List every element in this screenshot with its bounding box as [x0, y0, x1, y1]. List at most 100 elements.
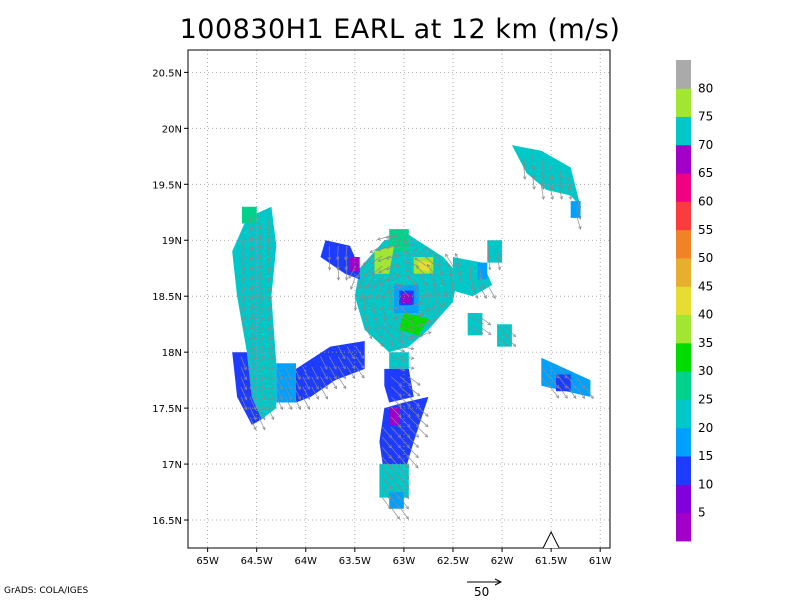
wind-vector-head — [547, 384, 551, 389]
wind-vector-head — [369, 249, 374, 253]
wind-vector-head — [269, 326, 273, 331]
wind-vector-head — [379, 281, 384, 286]
wind-vector — [541, 376, 551, 388]
wind-vector — [549, 175, 553, 190]
wind-vector-head — [487, 256, 491, 261]
wind-vector — [576, 205, 581, 220]
wind-vector-head — [497, 266, 502, 271]
wind-vector — [394, 234, 409, 237]
wind-vector — [386, 275, 401, 282]
wind-vector — [267, 376, 274, 390]
wind-vector — [329, 376, 337, 389]
wind-vector — [427, 264, 436, 277]
wind-vector — [346, 346, 355, 359]
wind-vector — [267, 225, 270, 240]
wind-vector — [258, 286, 263, 300]
wind-vector — [390, 447, 401, 459]
wind-vector-head — [441, 281, 446, 286]
wind-vector-head — [243, 396, 248, 401]
wind-vector-head — [439, 272, 443, 276]
wind-vector-head — [378, 270, 382, 274]
storm-marker-triangle — [542, 530, 560, 549]
wind-vector — [320, 356, 328, 370]
wind-vector-head — [405, 515, 409, 520]
wind-vector-head — [419, 323, 424, 328]
wind-vector — [267, 276, 272, 290]
wind-vector — [249, 346, 256, 360]
wind-vector — [275, 396, 283, 410]
colorbar-label: 75 — [698, 110, 713, 124]
wind-vector — [455, 253, 463, 267]
wind-vector-head — [324, 385, 328, 390]
wind-vector — [377, 245, 392, 251]
south-arm-patch-5 — [389, 408, 399, 425]
wind-vector-head — [439, 303, 443, 308]
wind-vector — [404, 251, 418, 257]
wind-vector — [258, 386, 265, 400]
wind-vector — [240, 276, 245, 290]
wind-vector — [439, 272, 445, 287]
wind-vector-head — [479, 276, 483, 281]
colorbar-swatch — [676, 258, 691, 287]
wind-vector-head — [496, 256, 501, 261]
east-blobs-patch-0 — [467, 313, 483, 336]
wind-vector — [408, 416, 420, 428]
colorbar-swatch — [676, 88, 691, 117]
wind-vector — [423, 247, 436, 257]
wind-vector-head — [344, 256, 348, 261]
wind-vector-head — [428, 292, 432, 297]
wind-vector-head — [468, 277, 473, 281]
east-arm-patch-2 — [477, 262, 488, 280]
wind-vector-head — [351, 365, 356, 370]
colorbar-label: 60 — [698, 195, 713, 209]
wind-vector-head — [398, 383, 403, 387]
wind-vector — [249, 366, 256, 380]
wind-vector-head — [423, 281, 428, 286]
colorbar-swatch — [676, 173, 691, 202]
wind-vector-head — [403, 241, 407, 245]
wind-vector-head — [396, 505, 401, 510]
wind-vector-head — [350, 286, 354, 290]
wind-vector — [576, 215, 581, 230]
wind-vector — [390, 477, 401, 489]
wind-vector-head — [559, 176, 563, 180]
wind-vector — [373, 275, 383, 288]
wind-vector — [249, 255, 254, 270]
wind-vector-head — [386, 278, 390, 282]
wind-vector-head — [487, 322, 492, 326]
region-ne-band — [511, 145, 581, 218]
wind-vector — [576, 386, 585, 399]
wind-vector — [249, 396, 257, 410]
wind-vector-head — [258, 236, 263, 241]
wind-vector-head — [269, 336, 273, 341]
wind-vector-head — [397, 465, 401, 469]
wind-vector-head — [252, 366, 256, 371]
wind-vector — [258, 215, 262, 230]
wind-vector-head — [358, 285, 362, 290]
wind-vector-head — [410, 337, 415, 341]
wind-vector — [337, 366, 346, 379]
colorbar-label: 15 — [698, 449, 713, 463]
wind-vector-head — [368, 296, 372, 301]
wind-vector-head — [366, 285, 370, 289]
wind-vector — [390, 416, 402, 428]
wind-vector — [399, 346, 414, 350]
wind-vector-head — [415, 434, 420, 438]
wind-vector — [394, 283, 409, 287]
wind-vector-head — [434, 317, 438, 321]
wind-vector-head — [259, 276, 263, 281]
wind-vector — [328, 366, 337, 379]
wind-vector — [258, 225, 262, 240]
wind-vector-head — [253, 406, 257, 411]
wind-vector — [382, 497, 391, 510]
wind-vector-head — [410, 346, 415, 351]
wind-vector-head — [243, 366, 247, 371]
wind-vector-head — [268, 296, 273, 301]
wind-vector — [414, 282, 418, 297]
wind-vector-head — [394, 282, 399, 286]
wind-vector-head — [259, 256, 263, 261]
wind-vector — [249, 326, 255, 340]
wind-vector — [558, 386, 568, 399]
wind-vector-head — [394, 273, 398, 277]
colorbar-label: 25 — [698, 393, 713, 407]
